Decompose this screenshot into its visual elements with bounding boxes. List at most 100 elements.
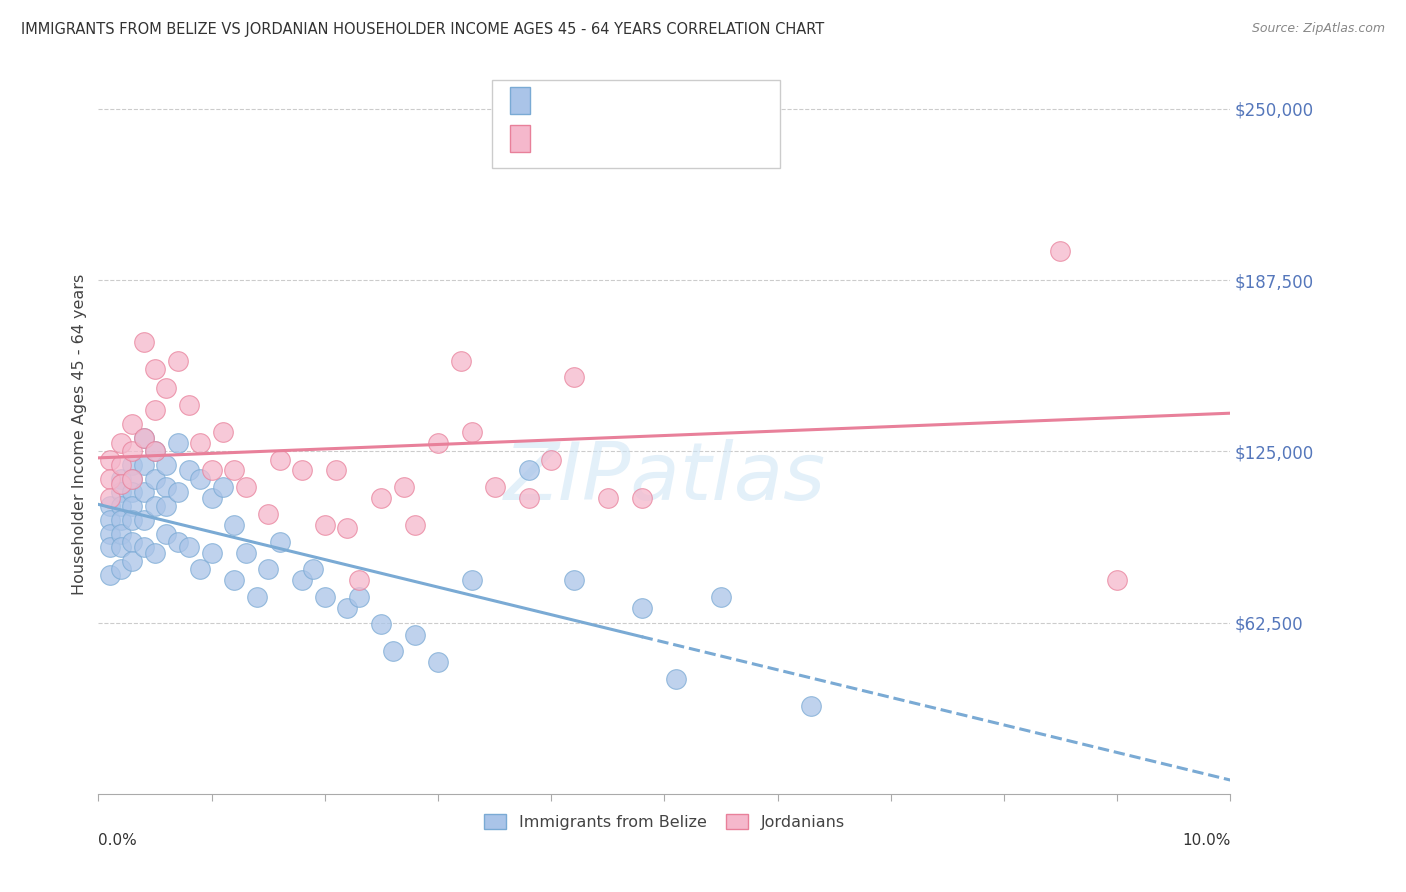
Point bbox=[291, 573, 314, 587]
Point bbox=[121, 472, 143, 486]
Point bbox=[517, 463, 540, 477]
Point bbox=[450, 354, 472, 368]
Point bbox=[484, 480, 506, 494]
Point bbox=[404, 518, 426, 533]
Point bbox=[132, 485, 155, 500]
Point bbox=[302, 562, 325, 576]
Point bbox=[404, 628, 426, 642]
Point bbox=[177, 398, 200, 412]
Point bbox=[630, 600, 652, 615]
Text: 44: 44 bbox=[665, 129, 689, 147]
Point bbox=[155, 458, 177, 472]
Point bbox=[143, 362, 166, 376]
Point bbox=[370, 491, 392, 505]
Point bbox=[121, 485, 143, 500]
Y-axis label: Householder Income Ages 45 - 64 years: Householder Income Ages 45 - 64 years bbox=[72, 274, 87, 596]
Text: N =: N = bbox=[634, 94, 668, 108]
Point bbox=[461, 425, 484, 439]
Point bbox=[132, 540, 155, 554]
Point bbox=[224, 573, 246, 587]
Point bbox=[155, 526, 177, 541]
Point bbox=[224, 463, 246, 477]
Point bbox=[98, 513, 121, 527]
Point bbox=[1049, 244, 1071, 259]
Point bbox=[98, 567, 121, 582]
Point bbox=[201, 546, 224, 560]
Point bbox=[392, 480, 415, 494]
Text: ZIPatlas: ZIPatlas bbox=[503, 439, 825, 517]
Point bbox=[110, 485, 132, 500]
Point bbox=[347, 590, 370, 604]
Point bbox=[188, 436, 211, 450]
Point bbox=[166, 436, 188, 450]
Point bbox=[121, 472, 143, 486]
Text: IMMIGRANTS FROM BELIZE VS JORDANIAN HOUSEHOLDER INCOME AGES 45 - 64 YEARS CORREL: IMMIGRANTS FROM BELIZE VS JORDANIAN HOUS… bbox=[21, 22, 824, 37]
Point bbox=[110, 477, 132, 491]
Point bbox=[201, 463, 224, 477]
Point bbox=[132, 334, 155, 349]
Point bbox=[110, 526, 132, 541]
Point bbox=[98, 499, 121, 513]
Point bbox=[166, 534, 188, 549]
Point bbox=[314, 518, 336, 533]
Point bbox=[121, 513, 143, 527]
Point bbox=[427, 436, 450, 450]
Point bbox=[143, 546, 166, 560]
Point bbox=[710, 143, 733, 157]
Point bbox=[121, 554, 143, 568]
Point bbox=[325, 463, 347, 477]
Point bbox=[224, 518, 246, 533]
Point bbox=[710, 590, 733, 604]
Point bbox=[562, 370, 585, 384]
Point bbox=[177, 463, 200, 477]
Point bbox=[314, 590, 336, 604]
Point bbox=[143, 403, 166, 417]
Point bbox=[235, 546, 257, 560]
Point bbox=[381, 644, 404, 658]
Legend: Immigrants from Belize, Jordanians: Immigrants from Belize, Jordanians bbox=[477, 807, 852, 836]
Point bbox=[235, 480, 257, 494]
Point bbox=[166, 354, 188, 368]
Point bbox=[1107, 573, 1129, 587]
Point bbox=[132, 431, 155, 445]
Point bbox=[143, 472, 166, 486]
Point bbox=[166, 485, 188, 500]
Point bbox=[188, 562, 211, 576]
Point bbox=[121, 417, 143, 431]
Text: R =: R = bbox=[538, 131, 572, 145]
Point bbox=[336, 521, 359, 535]
Point bbox=[212, 480, 235, 494]
Point bbox=[257, 508, 280, 522]
Point bbox=[155, 480, 177, 494]
Point bbox=[596, 491, 619, 505]
Text: -0.159: -0.159 bbox=[569, 92, 628, 110]
Text: 0.049: 0.049 bbox=[569, 129, 621, 147]
Point bbox=[212, 425, 235, 439]
Point bbox=[800, 699, 823, 714]
Point bbox=[121, 534, 143, 549]
Point bbox=[269, 452, 291, 467]
Text: 0.0%: 0.0% bbox=[98, 833, 138, 848]
Point bbox=[336, 600, 359, 615]
Point bbox=[155, 499, 177, 513]
Point bbox=[110, 472, 132, 486]
Point bbox=[257, 562, 280, 576]
Point bbox=[132, 431, 155, 445]
Point bbox=[98, 452, 121, 467]
Text: N =: N = bbox=[634, 131, 668, 145]
Point bbox=[110, 540, 132, 554]
Point bbox=[132, 513, 155, 527]
Point bbox=[291, 463, 314, 477]
Point bbox=[630, 491, 652, 505]
Point bbox=[201, 491, 224, 505]
Point bbox=[143, 444, 166, 458]
Text: 65: 65 bbox=[665, 92, 688, 110]
Point bbox=[461, 573, 484, 587]
Point bbox=[110, 562, 132, 576]
Point bbox=[110, 436, 132, 450]
Point bbox=[177, 540, 200, 554]
Point bbox=[155, 381, 177, 395]
Point bbox=[121, 444, 143, 458]
Text: 10.0%: 10.0% bbox=[1182, 833, 1230, 848]
Point bbox=[98, 491, 121, 505]
